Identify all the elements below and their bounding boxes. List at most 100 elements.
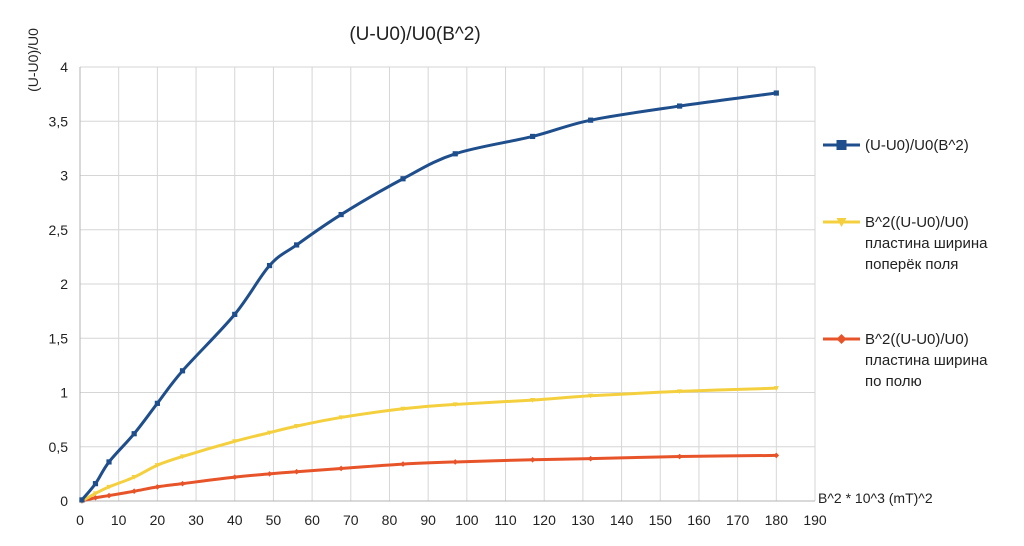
data-point	[452, 402, 458, 408]
x-tick-label: 160	[687, 512, 711, 528]
x-tick-label: 0	[76, 512, 84, 528]
x-tick-label: 170	[726, 512, 750, 528]
x-tick-label: 100	[455, 512, 479, 528]
x-tick-label: 150	[649, 512, 673, 528]
x-tick-label: 190	[803, 512, 827, 528]
data-point	[677, 103, 683, 109]
data-point	[231, 474, 238, 480]
y-tick-label: 0	[60, 493, 68, 509]
series-line	[80, 453, 778, 503]
legend-swatch-marker	[836, 218, 847, 227]
data-point	[773, 452, 780, 459]
series-line	[80, 91, 778, 502]
data-point	[232, 311, 238, 317]
y-tick-label: 2,5	[49, 222, 69, 238]
x-tick-label: 140	[610, 512, 634, 528]
legend-label: (U-U0)/U0(B^2)	[865, 137, 969, 154]
series-group	[79, 90, 780, 504]
x-tick-label: 180	[765, 512, 789, 528]
data-point	[131, 488, 137, 495]
legend-label: пластина ширина	[865, 352, 988, 369]
data-point	[179, 368, 186, 374]
grid	[80, 66, 816, 501]
data-point	[400, 176, 406, 182]
data-point	[400, 461, 406, 467]
legend-item-2: B^2((U-U0)/U0) пластина ширина поперёк пол…	[823, 214, 988, 273]
data-point	[79, 497, 85, 503]
data-point	[179, 454, 186, 460]
series-line	[80, 386, 778, 503]
data-point	[773, 386, 779, 391]
legend-item-3: B^2((U-U0)/U0) пластина ширина по полю	[823, 331, 988, 390]
x-tick-label: 50	[266, 512, 282, 528]
axes: 0 10 20 30 40 50 60 70 80 90 100 110 120 130 140 150 160…	[49, 59, 827, 528]
data-point	[92, 494, 99, 501]
y-tick-label: 3	[60, 168, 68, 184]
data-point	[338, 211, 344, 218]
data-point	[587, 455, 594, 462]
data-point	[338, 415, 344, 421]
series-2	[79, 386, 779, 504]
data-point	[232, 439, 238, 444]
data-point	[92, 491, 99, 497]
y-tick-label: 1,5	[49, 330, 69, 346]
data-point	[452, 151, 458, 157]
x-axis-title: B^2 * 10^3 (mT)^2	[818, 490, 933, 506]
data-point	[154, 463, 160, 468]
data-point	[266, 430, 273, 436]
legend-label: пластина ширина	[865, 235, 988, 252]
data-point	[106, 459, 112, 465]
legend-swatch-marker	[836, 140, 847, 150]
y-tick-label: 4	[60, 59, 68, 75]
x-tick-label: 90	[420, 512, 436, 528]
data-point	[338, 465, 344, 472]
data-point	[588, 117, 594, 123]
data-point	[179, 480, 186, 487]
data-point	[106, 484, 112, 490]
data-point	[294, 242, 300, 248]
x-tick-label: 70	[343, 512, 359, 528]
x-tick-label: 80	[382, 512, 398, 528]
data-point	[529, 456, 536, 463]
chart-title: (U-U0)/U0(B^2)	[349, 24, 480, 45]
legend-label: B^2((U-U0)/U0)	[865, 331, 969, 348]
legend-swatch-marker	[836, 334, 847, 344]
x-tick-label: 40	[227, 512, 243, 528]
data-point	[773, 90, 779, 96]
data-point	[106, 492, 112, 499]
data-point	[293, 468, 300, 475]
legend-label: по полю	[865, 373, 922, 390]
y-tick-label: 2	[60, 276, 68, 292]
legend-label: B^2((U-U0)/U0)	[865, 214, 969, 231]
data-point	[294, 424, 300, 429]
data-point	[266, 262, 273, 269]
series-3	[79, 452, 780, 504]
x-tick-label: 60	[304, 512, 320, 528]
data-point	[530, 133, 536, 140]
legend-item-1: (U-U0)/U0(B^2)	[823, 137, 969, 154]
x-tick-label: 30	[188, 512, 204, 528]
data-point	[92, 481, 99, 487]
y-tick-label: 0,5	[49, 439, 69, 455]
x-tick-label: 10	[111, 512, 127, 528]
y-tick-label: 1	[60, 385, 68, 401]
data-point	[131, 475, 137, 480]
data-point	[588, 393, 594, 399]
x-tick-label: 130	[571, 512, 595, 528]
data-point	[452, 459, 459, 465]
x-tick-label: 110	[494, 512, 517, 528]
series-1	[79, 90, 779, 503]
data-point	[677, 389, 683, 395]
data-point	[266, 471, 273, 477]
data-point	[400, 406, 406, 412]
data-point	[154, 400, 160, 406]
legend-label: поперёк поля	[865, 256, 958, 273]
legend: (U-U0)/U0(B^2) B^2((U-U0)/U0) пластина шир…	[823, 137, 988, 390]
data-point	[530, 398, 536, 403]
y-axis-title: (U-U0)/U0	[25, 28, 41, 92]
x-tick-label: 20	[150, 512, 166, 528]
data-point	[154, 484, 161, 490]
x-tick-label: 120	[533, 512, 557, 528]
